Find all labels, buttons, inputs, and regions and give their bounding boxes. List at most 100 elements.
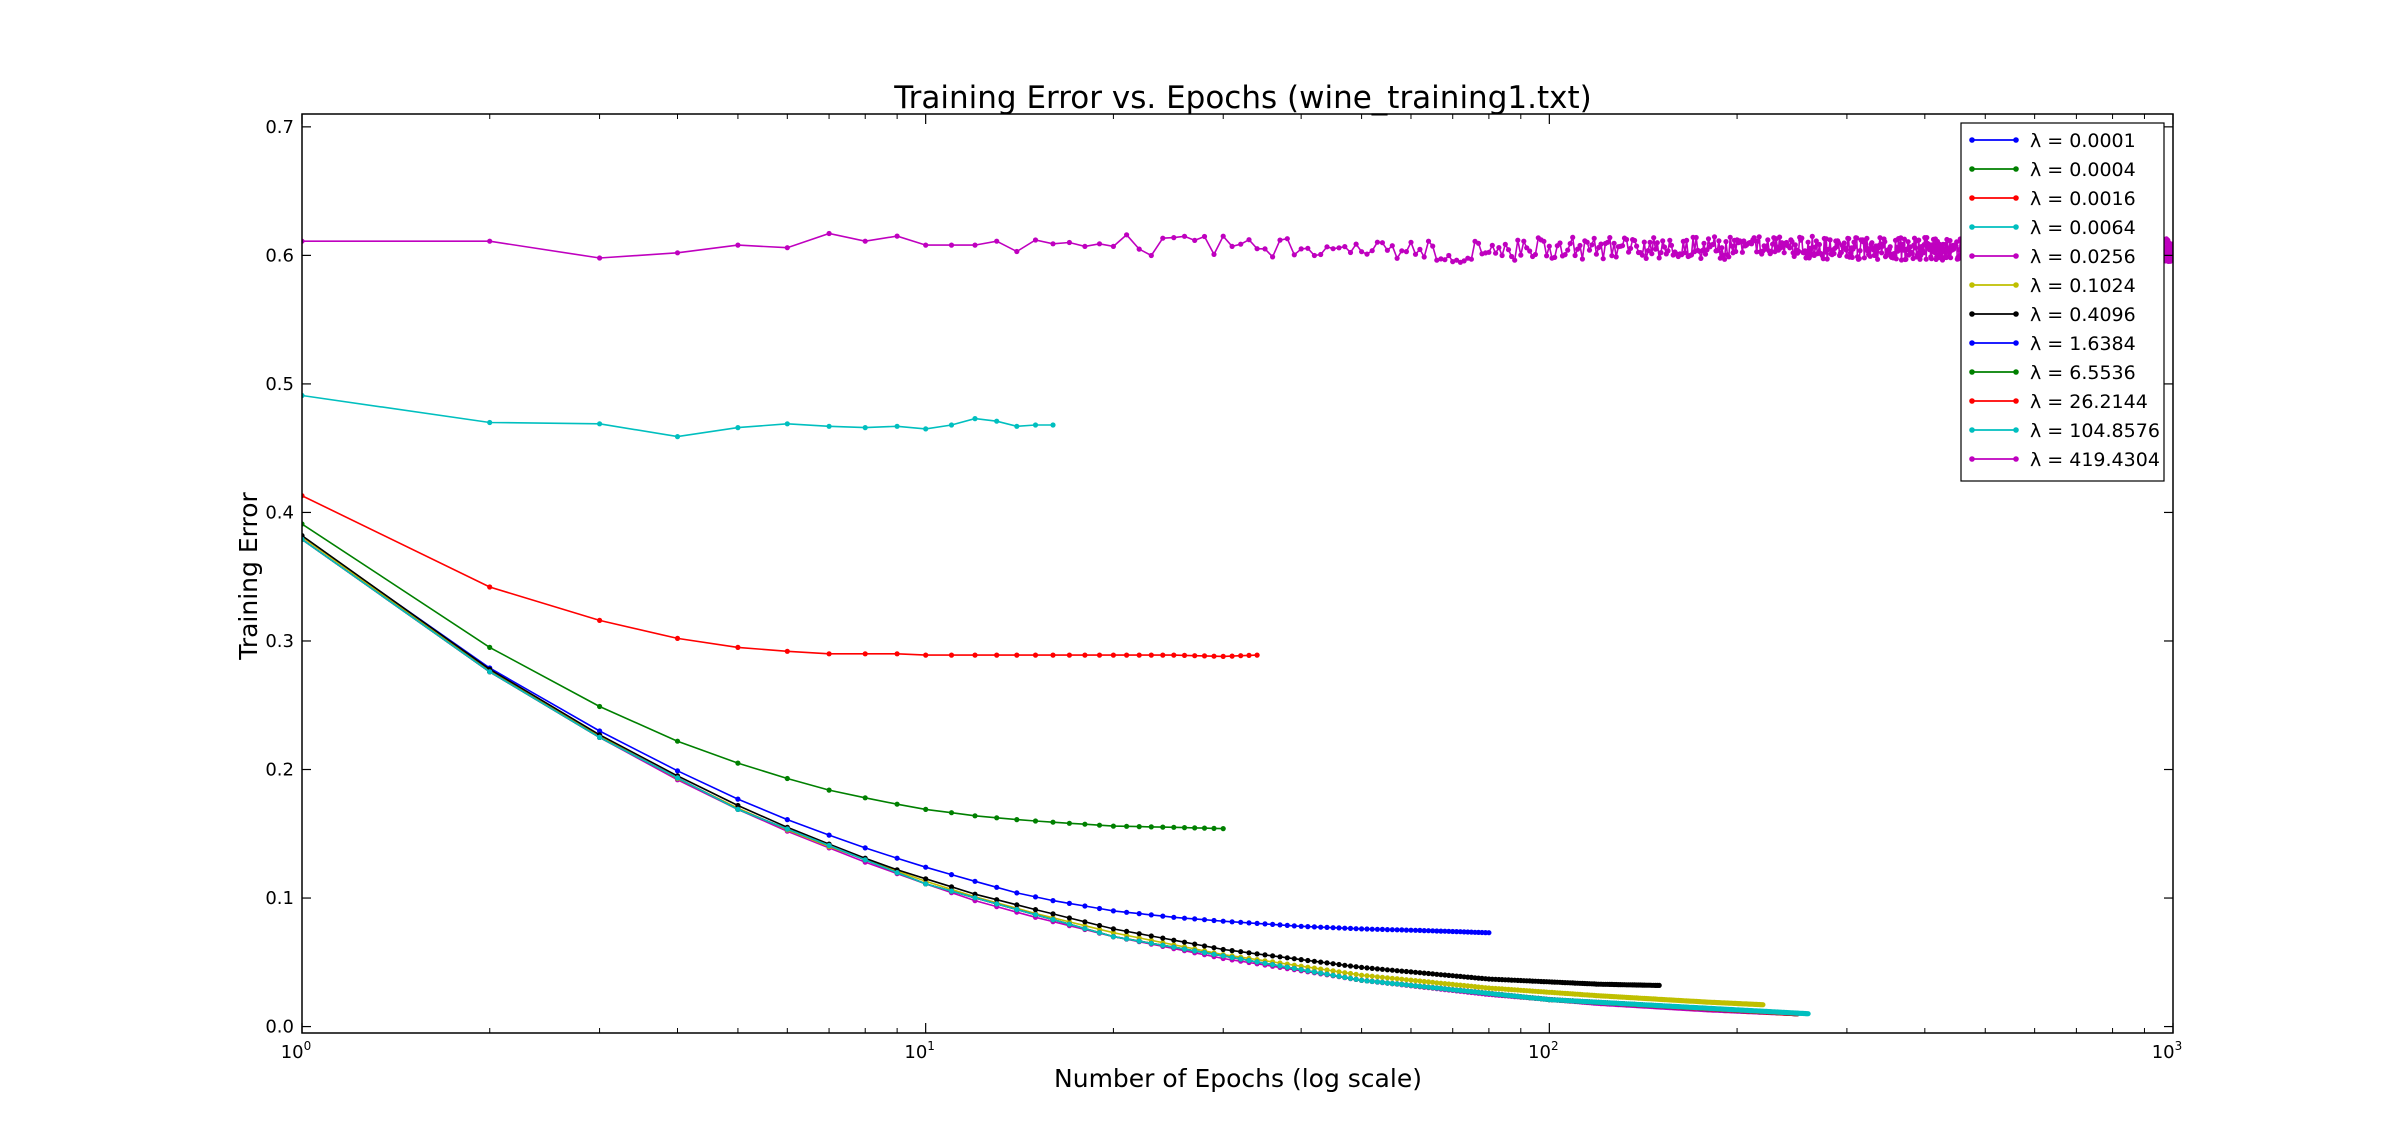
data-point: [1384, 247, 1390, 253]
data-point: [1171, 914, 1177, 920]
data-point: [1909, 250, 1915, 256]
data-point: [1379, 974, 1385, 980]
data-point: [1924, 235, 1930, 241]
data-point: [1082, 919, 1088, 925]
data-point: [1698, 255, 1704, 261]
data-point: [597, 255, 603, 261]
data-point: [1903, 256, 1909, 262]
data-point: [1792, 242, 1798, 248]
data-point: [1342, 962, 1348, 968]
data-point: [1454, 973, 1460, 979]
data-point: [735, 796, 741, 802]
data-point: [1852, 243, 1858, 250]
data-point: [1298, 246, 1304, 252]
data-point: [948, 242, 955, 248]
data-point: [1171, 652, 1177, 658]
x-axis-label: Number of Epochs (log scale): [1054, 1064, 1422, 1093]
data-point: [1229, 948, 1235, 954]
data-point: [1379, 979, 1385, 986]
data-point: [1586, 247, 1593, 253]
data-point: [1181, 652, 1188, 659]
data-point: [1211, 951, 1217, 957]
data-point: [487, 669, 493, 675]
data-point: [1532, 251, 1538, 258]
data-point: [1442, 257, 1448, 263]
data-point: [1229, 954, 1235, 961]
series-line: [302, 493, 1260, 660]
data-point: [1632, 237, 1638, 244]
data-point: [1412, 983, 1419, 989]
data-point: [1831, 250, 1837, 257]
data-point: [1450, 259, 1456, 265]
data-point: [1430, 243, 1436, 249]
data-point: [1369, 926, 1375, 932]
data-point: [1546, 243, 1552, 249]
data-point: [597, 728, 603, 734]
data-point: [1050, 819, 1056, 825]
data-point: [1336, 973, 1342, 979]
data-point: [1805, 1011, 1811, 1017]
data-point: [1781, 250, 1787, 256]
data-point: [1900, 241, 1906, 247]
data-point: [1421, 254, 1427, 260]
data-point: [1496, 245, 1502, 251]
data-point: [1211, 825, 1217, 832]
data-point: [826, 423, 832, 429]
data-point: [1364, 251, 1370, 257]
legend-marker: [1969, 282, 1975, 288]
data-point: [1238, 241, 1244, 247]
data-point: [1570, 234, 1576, 240]
data-point: [1181, 233, 1188, 239]
data-point: [1201, 917, 1208, 923]
data-point: [1421, 984, 1427, 990]
data-point: [862, 425, 868, 431]
data-point: [1515, 237, 1521, 243]
data-point: [1201, 950, 1208, 956]
data-point: [1394, 255, 1400, 261]
data-point: [1710, 241, 1716, 248]
data-point: [1805, 239, 1811, 245]
data-point: [1014, 902, 1020, 908]
data-point: [923, 242, 929, 248]
data-point: [1461, 929, 1467, 935]
data-point: [1181, 946, 1188, 952]
legend-marker: [1969, 398, 1975, 404]
data-point: [1136, 931, 1142, 937]
data-point: [1336, 925, 1342, 931]
data-point: [1342, 925, 1348, 931]
data-point: [1270, 921, 1276, 928]
legend-entry: λ = 0.0004: [1969, 159, 2136, 181]
data-point: [1379, 240, 1385, 246]
data-point: [1417, 246, 1423, 252]
data-point: [1827, 237, 1833, 243]
data-point: [1702, 251, 1709, 257]
data-point: [1066, 915, 1072, 921]
data-point: [1527, 248, 1533, 254]
data-point: [1291, 252, 1297, 258]
series-line: [302, 521, 1226, 832]
data-point: [1220, 946, 1226, 953]
data-point: [923, 864, 929, 870]
data-point: [1920, 250, 1927, 256]
data-point: [1277, 922, 1283, 928]
data-point: [487, 584, 493, 590]
data-point: [1032, 912, 1039, 918]
data-point: [1499, 252, 1505, 259]
data-point: [894, 233, 900, 239]
data-point: [1701, 240, 1707, 246]
data-point: [1893, 256, 1899, 262]
data-point: [1905, 239, 1911, 245]
data-point: [1489, 242, 1495, 248]
data-point: [972, 895, 978, 901]
data-point: [1600, 256, 1606, 262]
data-point: [1624, 236, 1630, 243]
y-tick-label: 0.7: [265, 117, 294, 138]
data-point: [1347, 249, 1354, 256]
data-point: [1192, 237, 1198, 243]
data-point: [1369, 965, 1375, 972]
data-point: [1430, 985, 1436, 991]
data-point: [1656, 255, 1662, 261]
data-point: [674, 434, 681, 440]
data-point: [1450, 981, 1456, 988]
